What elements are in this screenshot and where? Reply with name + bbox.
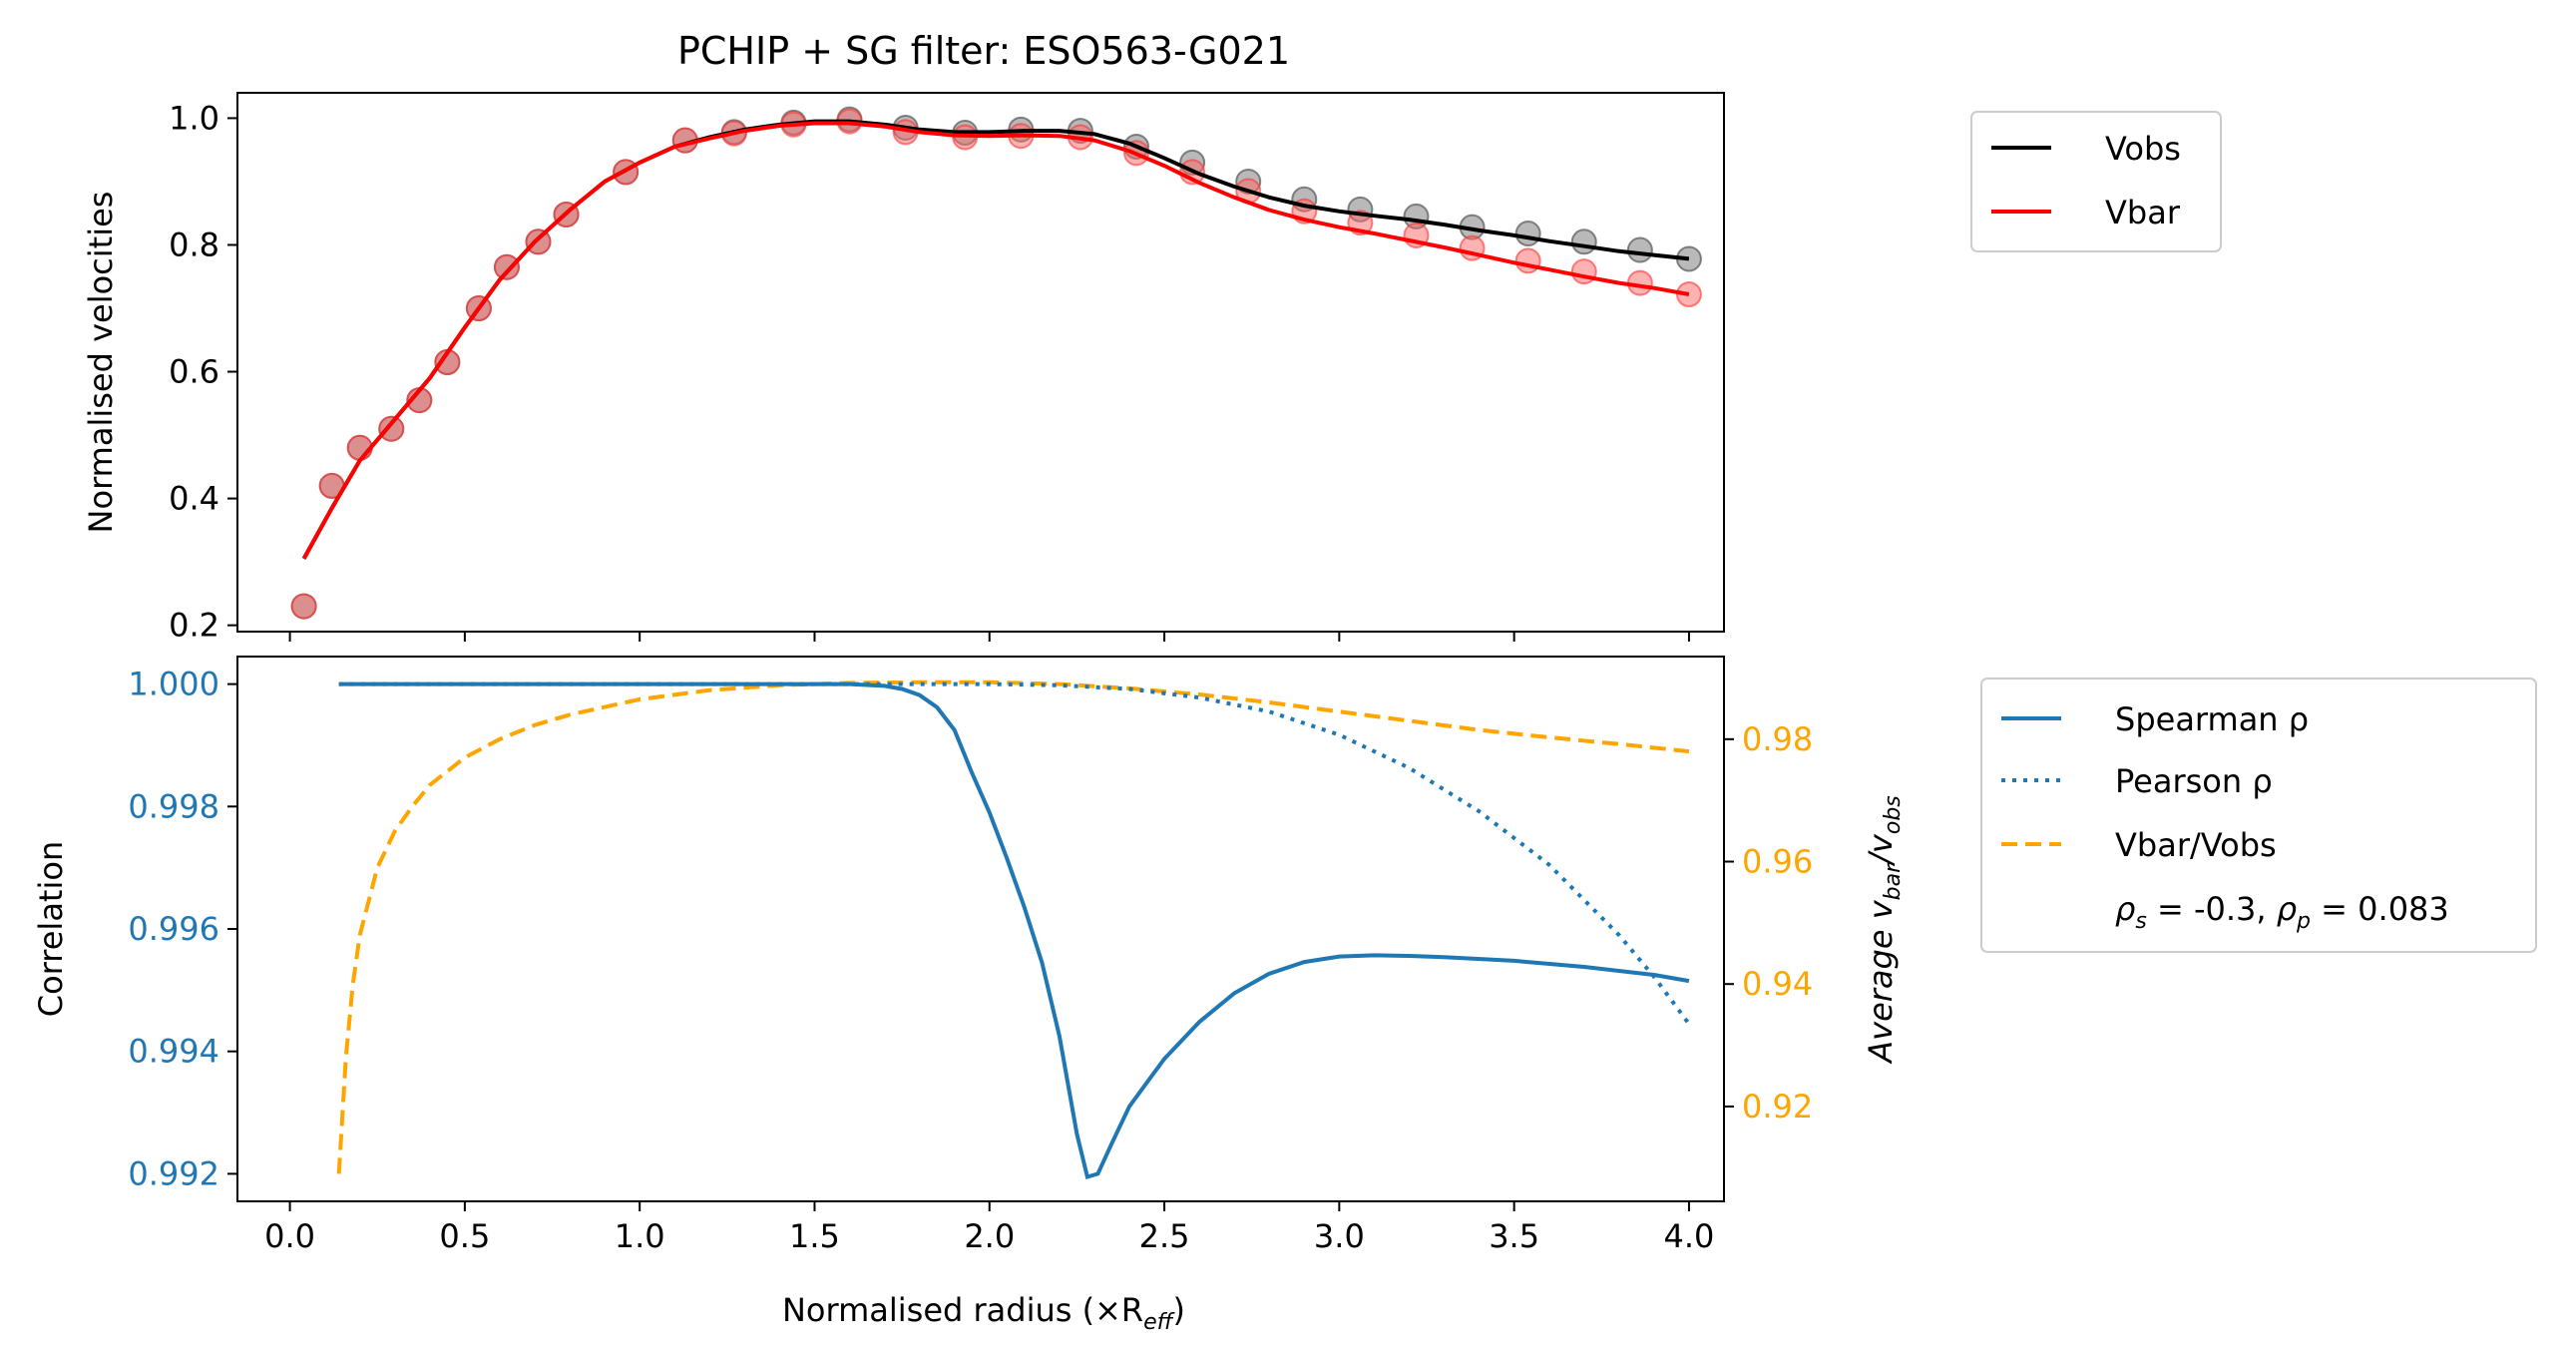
- top-y-axis-label: Normalised velocities: [82, 192, 120, 534]
- vbar-marker: [1675, 281, 1702, 308]
- vbar-vobs-ratio-line: [336, 680, 1690, 1174]
- vbar-marker: [378, 415, 405, 442]
- legend-correlation-note: ρs = -0.3, ρp = 0.083: [2115, 890, 2449, 934]
- top-axes-frame: [236, 92, 1725, 633]
- legend-pearson-label: Pearson ρ: [2115, 762, 2273, 800]
- legend-spearman-label: Spearman ρ: [2115, 700, 2309, 738]
- top-y-tick-label: 0.8: [169, 226, 219, 263]
- bottom-left-y-tick-label: 1.000: [128, 666, 219, 703]
- legend-ratio-label: Vbar/Vobs: [2115, 826, 2277, 864]
- top-y-tick-label: 1.0: [169, 99, 219, 137]
- bottom-x-tick-label: 1.0: [615, 1217, 665, 1255]
- vbar-marker: [290, 593, 317, 620]
- vobs-marker: [1514, 221, 1541, 247]
- bottom-left-y-tick-label: 0.998: [128, 787, 219, 825]
- vbar-line: [301, 121, 1690, 560]
- bottom-x-ticks: 0.0 0.5 1.0 1.5 2.0 2.5 3.0 3.5 4.0: [264, 1201, 1714, 1255]
- bottom-right-y-tick-label: 0.94: [1742, 965, 1813, 1003]
- bottom-legend: Spearman ρ Pearson ρ Vbar/Vobs ρs = -0.3…: [1980, 678, 2537, 953]
- bottom-x-tick-label: 4.0: [1663, 1217, 1714, 1255]
- bottom-right-y-tick-label: 0.92: [1742, 1088, 1813, 1126]
- bottom-legend-box: [1980, 678, 2537, 953]
- x-axis-label: Normalised radius (×Reff): [782, 1291, 1185, 1335]
- legend-vbar-label: Vbar: [2105, 194, 2181, 231]
- spearman-line: [338, 681, 1690, 1180]
- bottom-x-tick-label: 1.5: [789, 1217, 840, 1255]
- bottom-right-y-tick-label: 0.96: [1742, 843, 1813, 881]
- bottom-x-tick-label: 3.5: [1489, 1217, 1539, 1255]
- bottom-y-axis-label: Correlation: [32, 841, 70, 1017]
- top-x-tick-marks: [288, 632, 1690, 642]
- bottom-x-tick-label: 0.0: [264, 1217, 315, 1255]
- legend-vobs-label: Vobs: [2105, 130, 2181, 168]
- top-y-tick-label: 0.6: [169, 353, 219, 391]
- top-y-tick-label: 0.2: [169, 607, 219, 645]
- bottom-axes-frame: [236, 656, 1725, 1202]
- bottom-left-y-tick-label: 0.996: [128, 910, 219, 948]
- bottom-x-tick-label: 0.5: [439, 1217, 490, 1255]
- bottom-x-tick-label: 2.5: [1139, 1217, 1190, 1255]
- bottom-right-y-ticks: 0.92 0.94 0.96 0.98: [1724, 720, 1813, 1126]
- vobs-marker: [1570, 228, 1597, 255]
- top-legend-box: [1970, 111, 2222, 252]
- bottom-right-y-tick-label: 0.98: [1742, 720, 1813, 758]
- bottom-left-y-ticks: 0.992 0.994 0.996 0.998 1.000: [128, 666, 237, 1192]
- bottom-x-tick-label: 3.0: [1314, 1217, 1365, 1255]
- bottom-x-tick-label: 2.0: [964, 1217, 1015, 1255]
- top-legend: Vobs Vbar: [1970, 111, 2222, 252]
- vbar-marker: [493, 253, 520, 280]
- bottom-left-y-tick-label: 0.992: [128, 1154, 219, 1192]
- bottom-right-y-axis-label: Average vbar/vobs: [1862, 795, 1906, 1065]
- bottom-left-y-tick-label: 0.994: [128, 1033, 219, 1071]
- vobs-marker: [1626, 236, 1653, 263]
- top-y-ticks: 0.2 0.4 0.6 0.8 1.0: [169, 99, 237, 645]
- top-panel: 0.2 0.4 0.6 0.8 1.0 Normalised velocities: [82, 92, 1725, 645]
- top-y-tick-label: 0.4: [169, 480, 219, 518]
- chart-title: PCHIP + SG filter: ESO563-G021: [677, 29, 1290, 73]
